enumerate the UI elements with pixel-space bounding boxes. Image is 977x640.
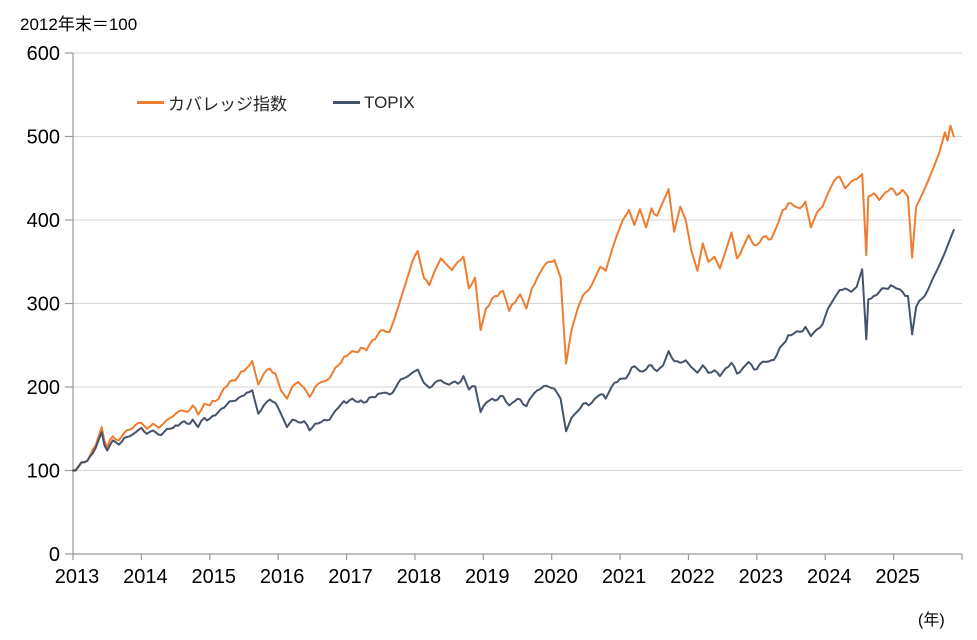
x-tick-label-2017: 2017 [328,566,373,588]
x-tick-label-2025: 2025 [875,566,920,588]
x-tick-label-2020: 2020 [533,566,578,588]
y-tick-label-300: 300 [27,294,60,316]
series-line-topix [72,229,955,472]
y-tick-label-600: 600 [27,43,60,65]
y-tick-label-200: 200 [27,377,60,399]
legend-label-topix: TOPIX [364,92,415,112]
x-tick-label-2016: 2016 [260,566,305,588]
chart-legend: カバレッジ指数 TOPIX [137,90,415,115]
x-axis-unit-label: (年) [918,612,945,629]
x-tick-label-2023: 2023 [739,566,784,588]
y-tick-label-100: 100 [27,461,60,483]
legend-label-coverage-index: カバレッジ指数 [168,95,287,114]
y-tick-label-0: 0 [49,544,60,566]
legend-item-coverage-index: カバレッジ指数 [137,90,287,115]
x-tick-label-2015: 2015 [192,566,237,588]
x-tick-label-2013: 2013 [55,566,100,588]
chart-note: 2012年末＝100 [20,15,138,34]
topix-line-swatch-icon [333,101,360,104]
x-tick-label-2019: 2019 [465,566,510,588]
x-tick-label-2022: 2022 [670,566,715,588]
y-tick-label-400: 400 [27,210,60,232]
x-tick-label-2024: 2024 [807,566,852,588]
x-tick-label-2021: 2021 [602,566,647,588]
coverage-index-line-swatch-icon [137,101,164,104]
x-tick-label-2018: 2018 [397,566,442,588]
series-line-coverage-index [72,124,955,472]
y-tick-label-500: 500 [27,127,60,149]
legend-item-topix: TOPIX [333,93,415,113]
x-tick-label-2014: 2014 [123,566,168,588]
